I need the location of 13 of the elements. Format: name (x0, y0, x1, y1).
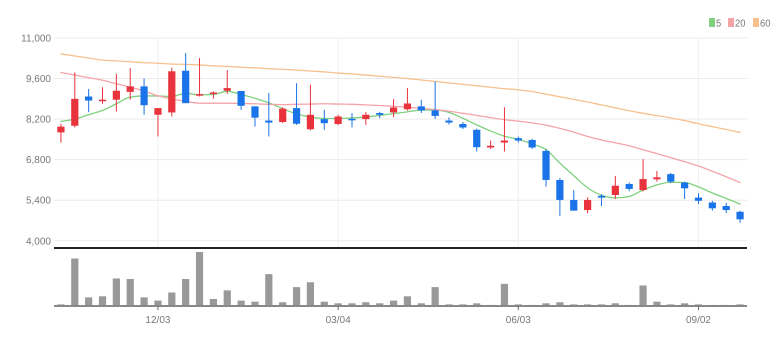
y-tick-label: 5,400 (26, 196, 52, 207)
x-tick-label: 06/03 (506, 315, 532, 326)
legend-label: 60 (760, 18, 772, 30)
y-tick-label: 9,600 (26, 74, 52, 86)
x-tick-label: 09/02 (686, 315, 712, 326)
y-tick-label: 8,200 (26, 114, 52, 126)
x-tick-label: 12/03 (145, 315, 171, 326)
x-tick-label: 03/04 (326, 315, 352, 326)
y-tick-label: 4,000 (26, 236, 52, 248)
legend-label: 5 (716, 18, 722, 30)
legend-label: 20 (735, 18, 746, 30)
y-tick-label: 6,800 (26, 155, 52, 166)
y-tick-label: 11,000 (21, 34, 52, 44)
